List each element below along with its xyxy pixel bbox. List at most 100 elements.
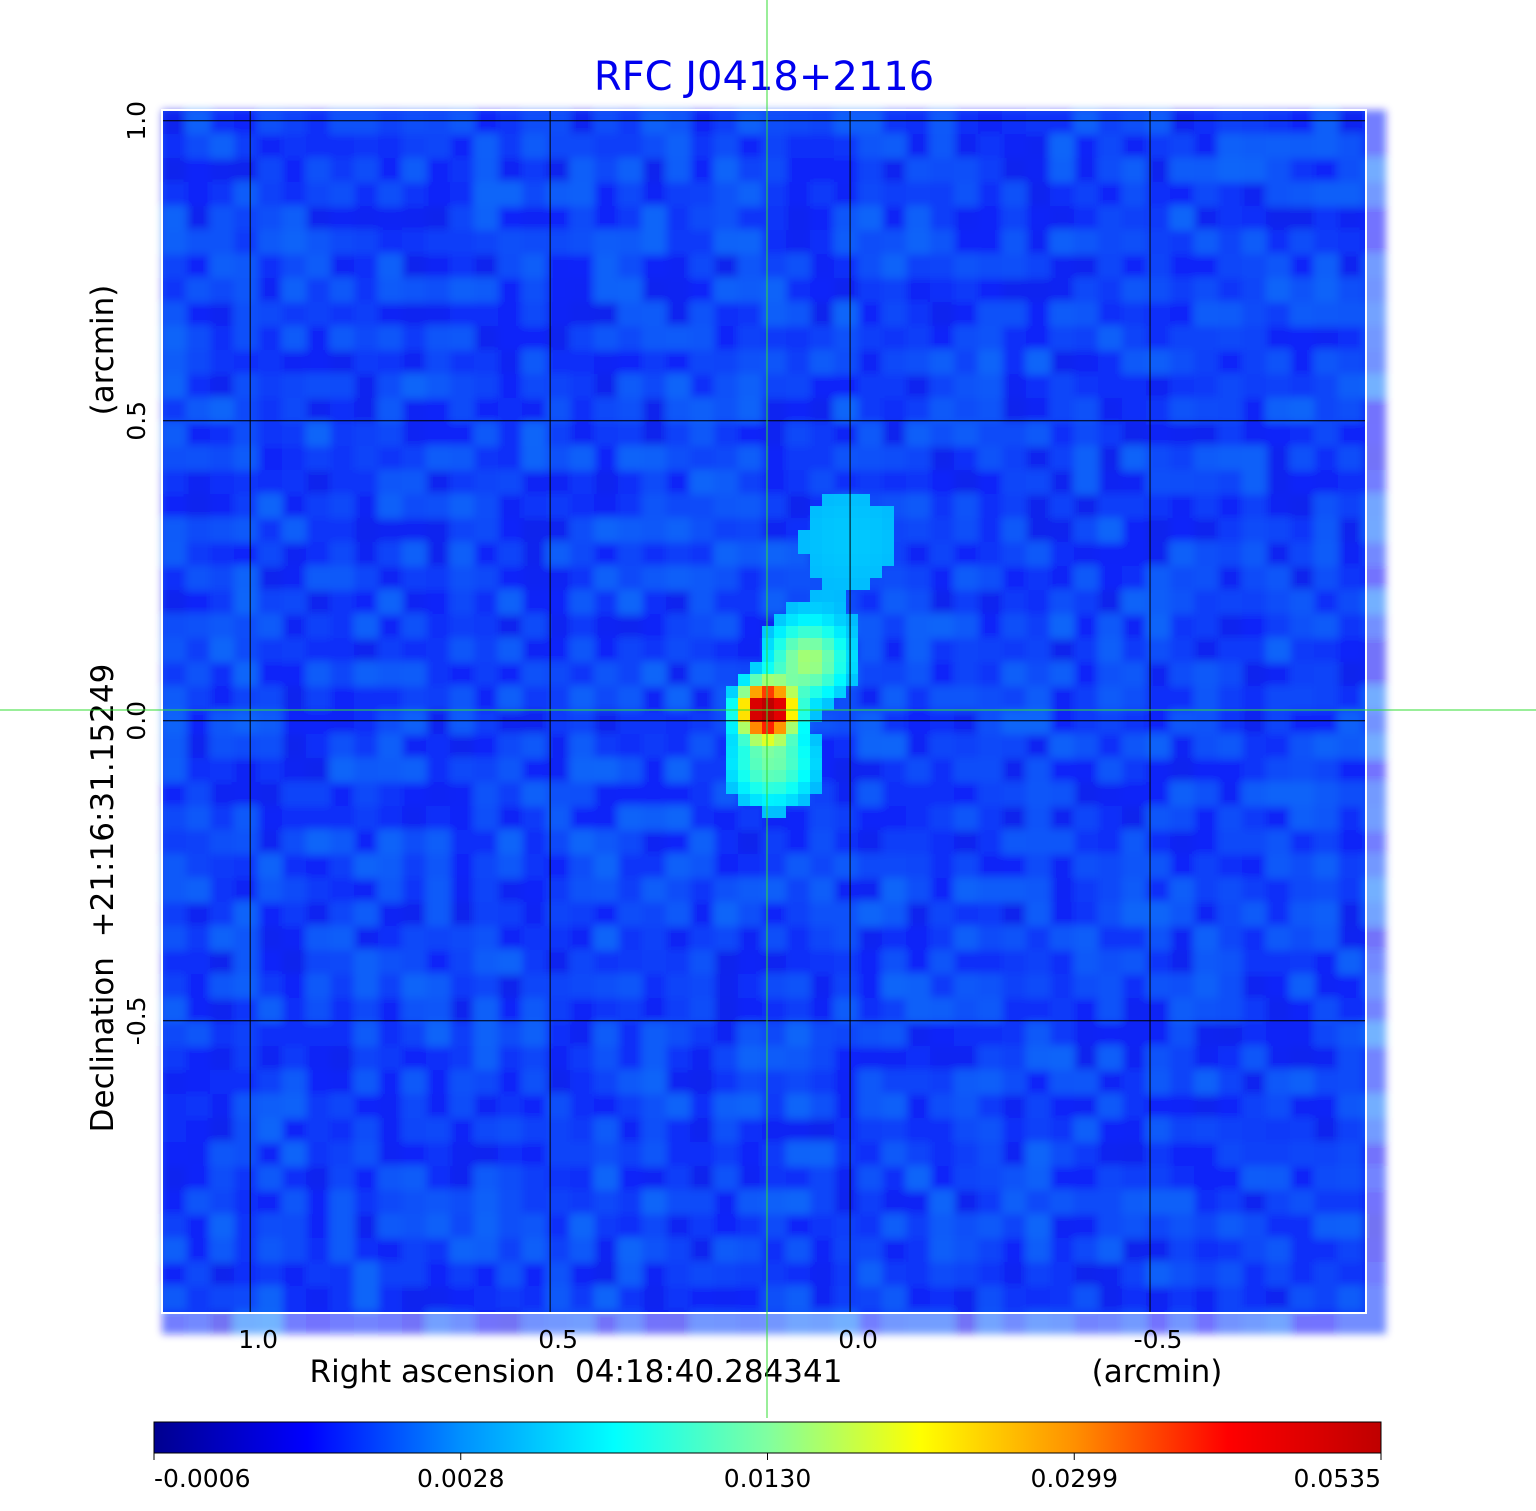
noise-pixel <box>1170 662 1194 686</box>
noise-pixel <box>930 494 954 518</box>
noise-pixel <box>714 1070 738 1094</box>
noise-pixel <box>1266 614 1290 638</box>
noise-pixel <box>738 182 762 206</box>
noise-pixel <box>450 158 474 182</box>
noise-pixel <box>1218 998 1242 1022</box>
noise-pixel <box>978 1022 1002 1046</box>
noise-pixel <box>450 446 474 470</box>
noise-pixel <box>1074 374 1098 398</box>
noise-pixel <box>1098 950 1122 974</box>
noise-pixel <box>1218 494 1242 518</box>
source-pixel <box>822 650 834 662</box>
source-pixel <box>786 782 798 794</box>
noise-pixel <box>786 422 810 446</box>
source-pixel <box>834 638 846 650</box>
noise-pixel <box>930 206 954 230</box>
noise-pixel <box>738 1262 762 1286</box>
noise-pixel <box>426 1094 450 1118</box>
noise-pixel <box>834 926 858 950</box>
noise-pixel <box>306 590 330 614</box>
noise-pixel <box>642 422 666 446</box>
noise-pixel <box>762 278 786 302</box>
noise-pixel <box>738 926 762 950</box>
noise-pixel <box>474 1238 498 1262</box>
source-pixel <box>738 722 750 734</box>
noise-pixel <box>978 662 1002 686</box>
noise-pixel <box>1338 1238 1362 1262</box>
noise-pixel <box>690 350 714 374</box>
noise-pixel <box>1242 566 1266 590</box>
noise-pixel <box>498 566 522 590</box>
noise-pixel <box>258 1190 282 1214</box>
noise-pixel <box>642 494 666 518</box>
noise-pixel <box>1194 1022 1218 1046</box>
noise-pixel <box>594 1214 618 1238</box>
noise-pixel <box>906 278 930 302</box>
noise-pixel <box>642 110 666 134</box>
noise-pixel <box>1026 1286 1050 1310</box>
noise-pixel <box>1170 542 1194 566</box>
noise-pixel <box>1218 1238 1242 1262</box>
source-pixel <box>822 542 834 554</box>
noise-pixel <box>834 1070 858 1094</box>
noise-pixel <box>594 1238 618 1262</box>
noise-pixel <box>498 1046 522 1070</box>
noise-pixel <box>786 830 810 854</box>
noise-pixel <box>354 1070 378 1094</box>
noise-pixel <box>930 182 954 206</box>
noise-pixel <box>1026 1046 1050 1070</box>
noise-pixel <box>690 1262 714 1286</box>
noise-pixel <box>1194 1094 1218 1118</box>
source-pixel <box>834 674 846 686</box>
noise-pixel <box>954 854 978 878</box>
noise-pixel <box>546 950 570 974</box>
noise-pixel <box>1194 1190 1218 1214</box>
noise-pixel <box>1266 806 1290 830</box>
noise-pixel <box>978 278 1002 302</box>
noise-pixel <box>882 230 906 254</box>
noise-pixel <box>1290 638 1314 662</box>
noise-pixel <box>786 566 810 590</box>
noise-pixel <box>1074 494 1098 518</box>
source-pixel <box>774 758 786 770</box>
noise-pixel <box>762 1094 786 1118</box>
noise-pixel <box>162 470 186 494</box>
noise-pixel <box>906 1070 930 1094</box>
noise-pixel <box>1218 350 1242 374</box>
noise-pixel <box>1074 1214 1098 1238</box>
noise-pixel <box>186 830 210 854</box>
source-pixel <box>786 626 798 638</box>
noise-pixel <box>1122 1022 1146 1046</box>
noise-pixel <box>1026 974 1050 998</box>
noise-pixel <box>354 782 378 806</box>
noise-pixel <box>1098 1022 1122 1046</box>
noise-pixel <box>186 518 210 542</box>
noise-pixel <box>450 974 474 998</box>
noise-pixel <box>666 950 690 974</box>
noise-pixel <box>594 1166 618 1190</box>
noise-pixel <box>282 686 306 710</box>
noise-pixel <box>1026 758 1050 782</box>
noise-pixel <box>426 1286 450 1310</box>
noise-pixel <box>330 638 354 662</box>
noise-pixel <box>762 854 786 878</box>
noise-pixel <box>546 1214 570 1238</box>
noise-pixel <box>930 974 954 998</box>
noise-pixel <box>1002 806 1026 830</box>
noise-pixel <box>594 1142 618 1166</box>
noise-pixel <box>306 566 330 590</box>
noise-pixel <box>330 950 354 974</box>
source-pixel <box>726 710 738 722</box>
noise-pixel <box>1266 158 1290 182</box>
noise-pixel <box>1050 782 1074 806</box>
noise-pixel <box>954 998 978 1022</box>
noise-pixel <box>474 134 498 158</box>
noise-pixel <box>258 878 282 902</box>
noise-pixel <box>1170 782 1194 806</box>
noise-pixel <box>282 1238 306 1262</box>
noise-pixel <box>162 1190 186 1214</box>
noise-pixel <box>282 350 306 374</box>
noise-pixel <box>426 1070 450 1094</box>
noise-pixel <box>570 1094 594 1118</box>
noise-pixel <box>930 254 954 278</box>
